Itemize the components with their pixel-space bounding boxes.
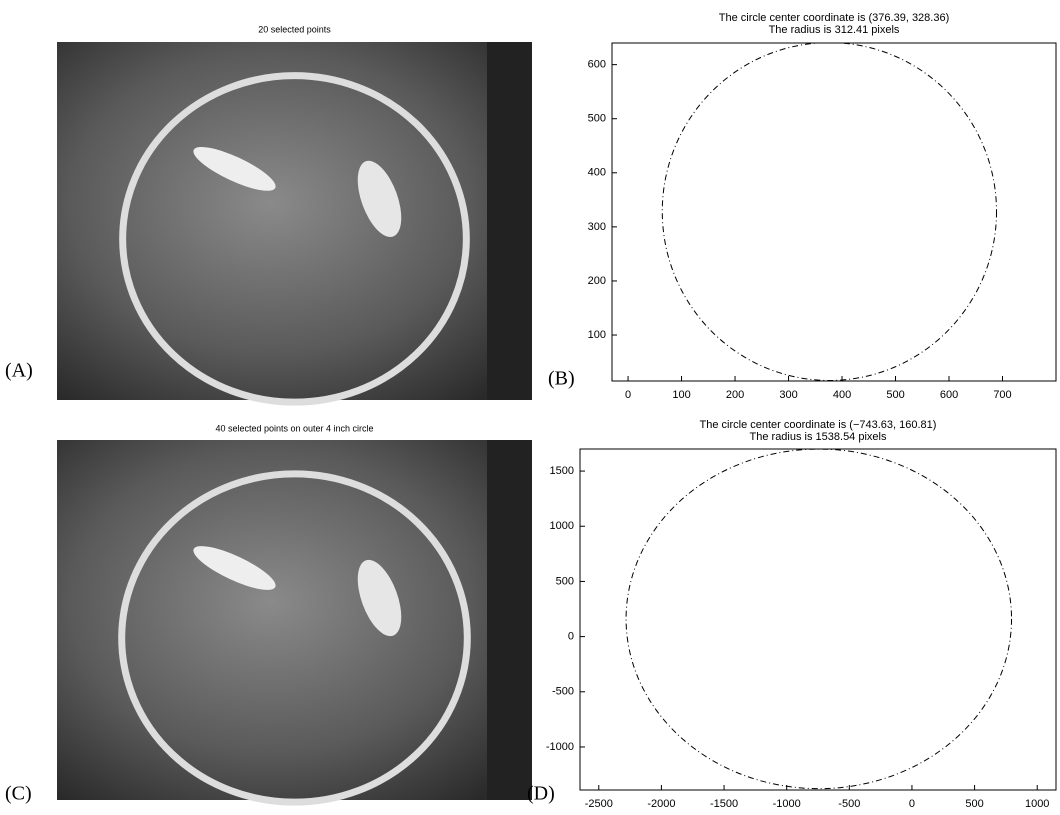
x-tick-label: 400 bbox=[833, 389, 851, 401]
y-tick-label: 300 bbox=[588, 221, 606, 233]
chart-title: The circle center coordinate is (−743.63… bbox=[700, 419, 937, 431]
y-tick-label: 200 bbox=[588, 275, 606, 287]
panel-label: (D) bbox=[527, 783, 555, 805]
x-tick-label: -1000 bbox=[773, 798, 801, 810]
y-tick-label: 500 bbox=[588, 113, 606, 125]
x-tick-label: 100 bbox=[672, 389, 690, 401]
x-tick-label: 600 bbox=[940, 389, 958, 401]
plot-frame bbox=[611, 42, 1057, 382]
photo-edge bbox=[487, 42, 532, 400]
fitted-circle bbox=[661, 43, 997, 381]
x-tick-label: 0 bbox=[625, 389, 631, 401]
highlight bbox=[357, 559, 402, 637]
y-tick-label: -1000 bbox=[546, 741, 574, 753]
photo bbox=[57, 440, 532, 800]
y-tick-label: 500 bbox=[556, 575, 574, 587]
image-title: 20 selected points bbox=[258, 24, 331, 34]
photo-edge bbox=[487, 440, 532, 800]
x-tick-label: 0 bbox=[909, 798, 915, 810]
chart-subtitle: The radius is 1538.54 pixels bbox=[750, 431, 887, 443]
panel-label: (B) bbox=[548, 368, 575, 390]
x-tick-label: 700 bbox=[993, 389, 1011, 401]
y-tick-label: -500 bbox=[552, 686, 574, 698]
x-tick-label: -2000 bbox=[647, 798, 675, 810]
y-tick-label: 1500 bbox=[550, 465, 574, 477]
y-tick-label: 400 bbox=[588, 167, 606, 179]
y-tick-label: 600 bbox=[588, 59, 606, 71]
highlight bbox=[193, 546, 276, 590]
highlight bbox=[357, 160, 402, 237]
x-tick-label: -1500 bbox=[710, 798, 738, 810]
y-tick-label: 100 bbox=[588, 329, 606, 341]
image-title: 40 selected points on outer 4 inch circl… bbox=[215, 423, 373, 433]
photo bbox=[57, 42, 532, 400]
x-tick-label: -2500 bbox=[585, 798, 613, 810]
x-tick-label: 500 bbox=[886, 389, 904, 401]
chart-title: The circle center coordinate is (376.39,… bbox=[719, 12, 950, 24]
x-tick-label: 200 bbox=[726, 389, 744, 401]
y-tick-label: 1000 bbox=[550, 520, 574, 532]
panel-label: (A) bbox=[5, 360, 33, 382]
x-tick-label: 500 bbox=[965, 798, 983, 810]
plot-frame bbox=[579, 448, 1057, 791]
panel-label: (C) bbox=[5, 783, 32, 805]
x-tick-label: -500 bbox=[838, 798, 860, 810]
fitted-circle bbox=[625, 449, 1012, 790]
y-tick-label: 0 bbox=[568, 631, 574, 643]
coin-rim bbox=[118, 470, 471, 806]
coin-rim bbox=[119, 72, 470, 406]
x-tick-label: 1000 bbox=[1025, 798, 1049, 810]
highlight bbox=[193, 146, 276, 191]
x-tick-label: 300 bbox=[779, 389, 797, 401]
chart-subtitle: The radius is 312.41 pixels bbox=[769, 24, 900, 36]
